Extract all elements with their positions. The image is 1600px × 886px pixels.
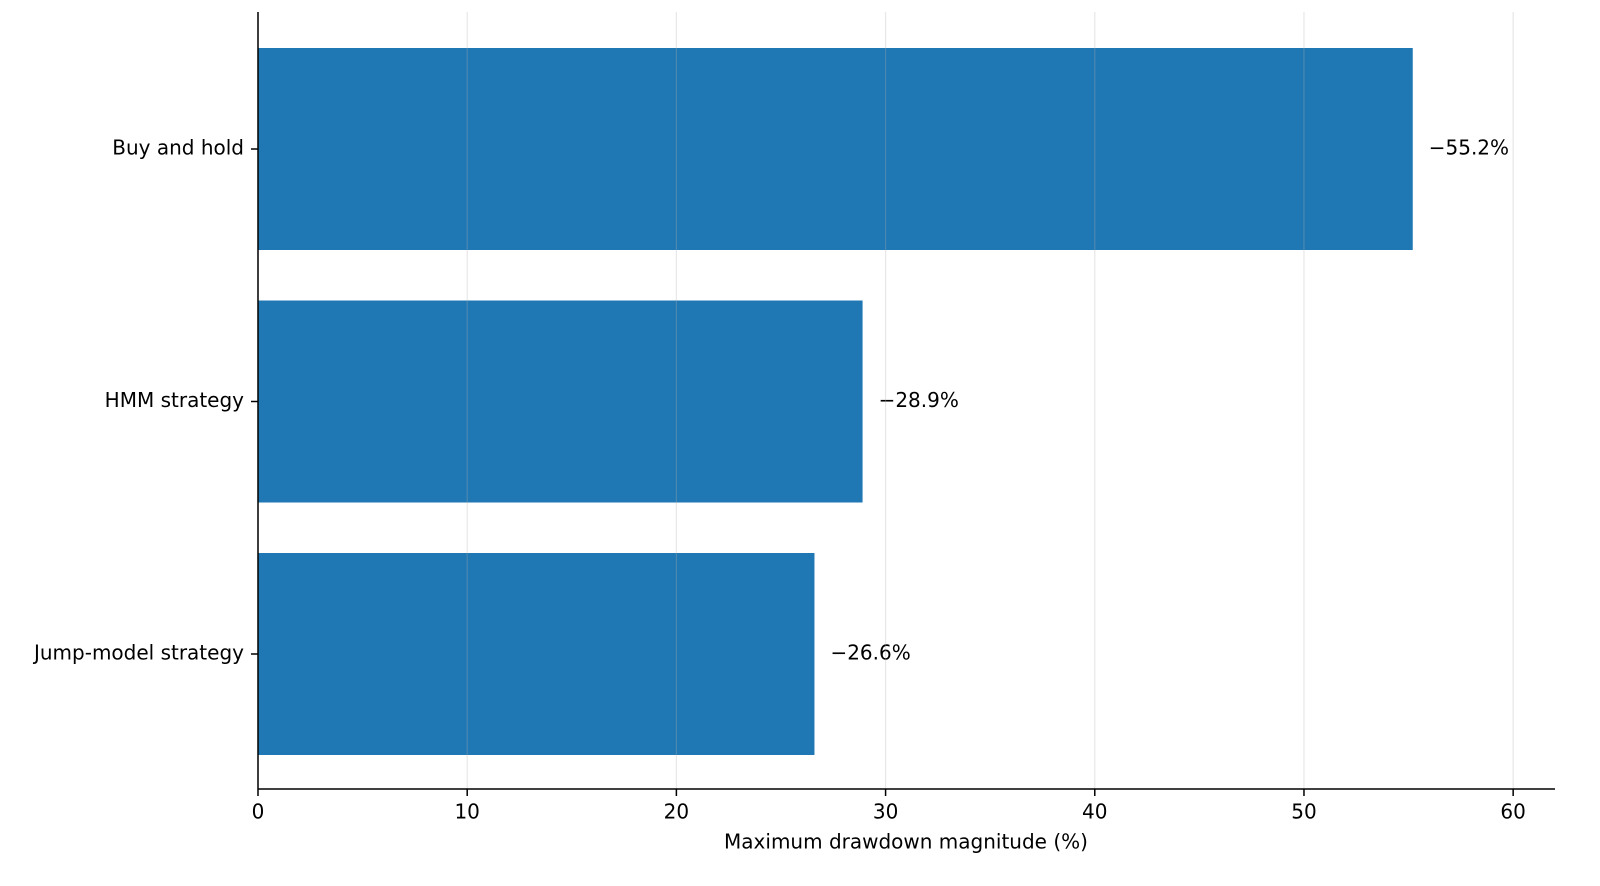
y-tick-label: Buy and hold: [112, 136, 244, 160]
y-tick-label: HMM strategy: [105, 388, 244, 412]
value-label: −55.2%: [1429, 136, 1509, 160]
value-label: −28.9%: [879, 388, 959, 412]
x-axis-label: Maximum drawdown magnitude (%): [724, 830, 1088, 854]
bar: [258, 300, 863, 503]
x-tick-label: 10: [454, 800, 479, 824]
bar: [258, 48, 1413, 250]
x-tick-label: 40: [1082, 800, 1107, 824]
y-tick-label: Jump-model strategy: [32, 641, 244, 665]
x-tick-label: 60: [1500, 800, 1525, 824]
x-tick-label: 0: [252, 800, 265, 824]
value-label: −26.6%: [830, 641, 910, 665]
x-tick-label: 30: [873, 800, 898, 824]
bar: [258, 553, 815, 755]
x-tick-label: 20: [664, 800, 689, 824]
x-tick-label: 50: [1291, 800, 1316, 824]
